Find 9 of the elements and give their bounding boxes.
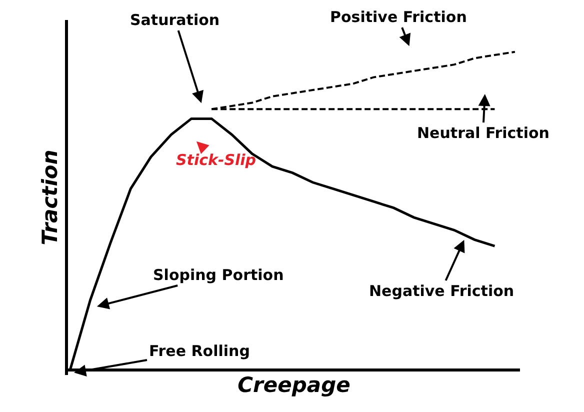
text: Saturation [130, 11, 220, 29]
annotation: Negative Friction [369, 282, 514, 300]
annotation: Free Rolling [149, 342, 250, 360]
x-axis-title: Creepage [238, 373, 350, 398]
annotation: Neutral Friction [417, 124, 550, 142]
y-axis-title: Traction [38, 150, 62, 246]
annotation: Sloping Portion [153, 266, 284, 284]
text: Positive Friction [330, 8, 467, 26]
annotation: Stick-Slip [176, 151, 256, 169]
